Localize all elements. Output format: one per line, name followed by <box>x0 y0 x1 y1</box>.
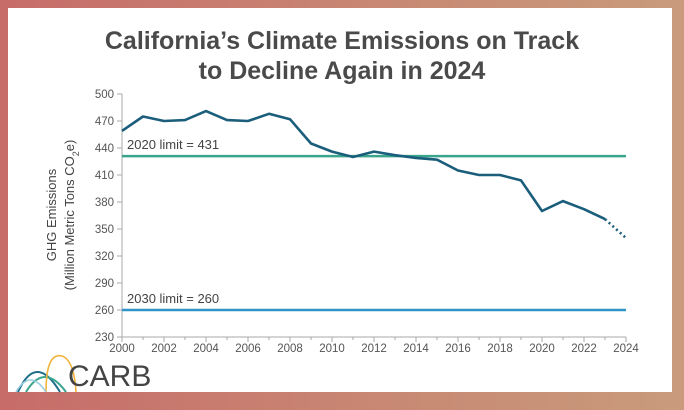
y-tick-label: 470 <box>95 116 114 128</box>
x-tick-label: 2008 <box>277 343 303 355</box>
y-tick-label: 260 <box>95 305 114 317</box>
emissions-line <box>121 109 606 221</box>
x-tick-label: 2020 <box>529 343 555 355</box>
y-axis-label-1: GHG Emissions <box>44 168 59 261</box>
x-tick-label: 2014 <box>403 343 429 355</box>
y-tick-label: 230 <box>95 332 114 344</box>
x-tick-label: 2002 <box>151 343 177 355</box>
y-tick-label: 500 <box>95 89 114 101</box>
y-axis-label-2: (Million Metric Tons CO2e) <box>62 140 81 291</box>
x-tick-label: 2004 <box>193 343 219 355</box>
y-tick-label: 350 <box>95 224 114 236</box>
carb-logo: CARB <box>15 354 151 393</box>
x-tick-label: 2006 <box>235 343 261 355</box>
x-tick-label: 2022 <box>571 343 597 355</box>
x-tick-label: 2010 <box>319 343 345 355</box>
y-tick-label: 440 <box>95 143 114 155</box>
x-tick-label: 2024 <box>613 343 639 355</box>
x-tick-label: 2016 <box>445 343 471 355</box>
title-line-1: California’s Climate Emissions on Track <box>104 27 580 55</box>
logo-text: CARB <box>68 360 151 393</box>
reference-label: 2020 limit = 431 <box>127 137 219 152</box>
chart-title: California’s Climate Emissions on Track … <box>0 26 684 86</box>
chart-card <box>8 8 672 392</box>
x-tick-label: 2000 <box>109 343 135 355</box>
title-line-2: to Decline Again in 2024 <box>198 57 486 85</box>
x-tick-label: 2018 <box>487 343 513 355</box>
x-tick-label: 2012 <box>361 343 387 355</box>
reference-label: 2030 limit = 260 <box>127 291 219 306</box>
emissions-projection-line <box>604 218 627 239</box>
y-tick-label: 380 <box>95 197 114 209</box>
y-tick-label: 290 <box>95 278 114 290</box>
y-tick-label: 320 <box>95 251 114 263</box>
y-tick-label: 410 <box>95 170 114 182</box>
